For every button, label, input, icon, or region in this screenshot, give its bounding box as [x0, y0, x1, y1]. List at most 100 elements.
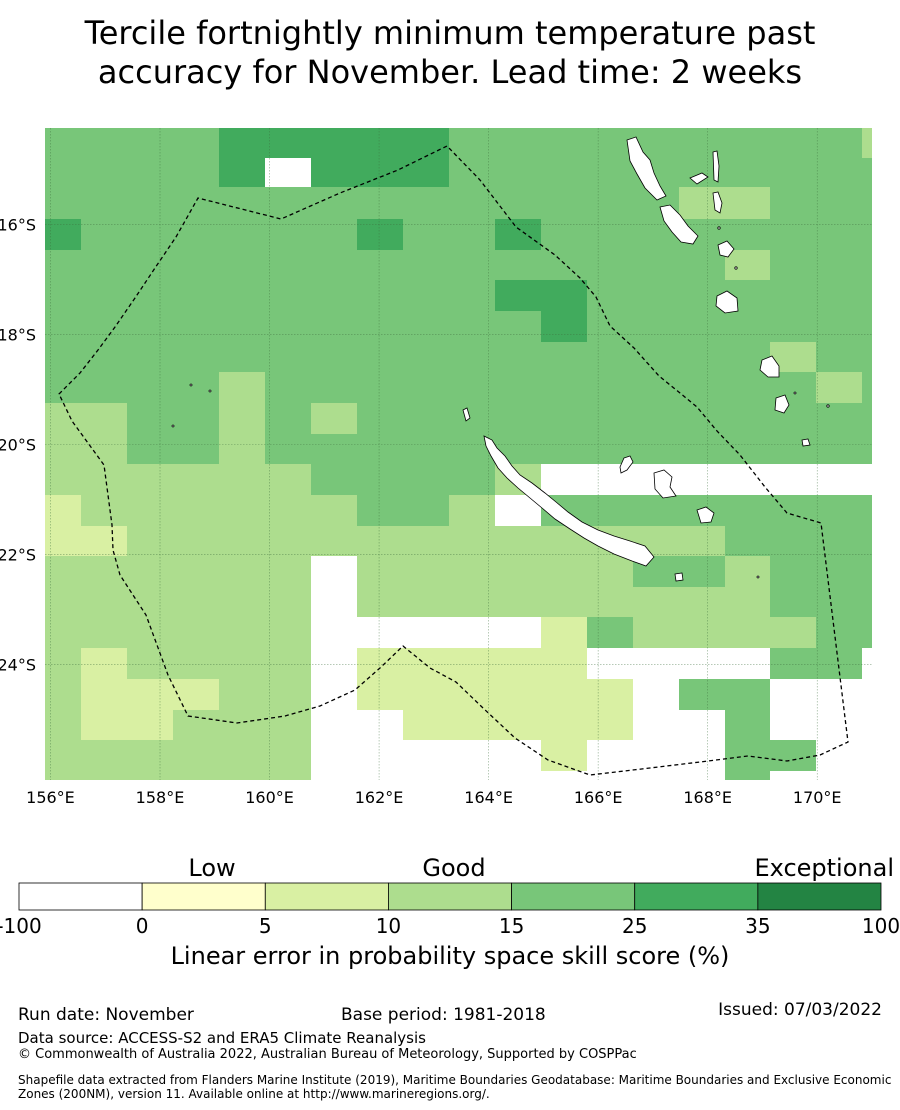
lat-tick-label: 24°S: [0, 655, 36, 674]
colorbar-label: Linear error in probability space skill …: [170, 942, 730, 970]
island-erromango: [715, 290, 739, 314]
copyright: © Commonwealth of Australia 2022, Austra…: [18, 1047, 637, 1062]
skill-cell: [679, 679, 770, 710]
island-lifou: [653, 469, 677, 499]
skill-cell: [45, 187, 449, 372]
islet-1: [189, 383, 193, 387]
lon-tick-label: 168°E: [683, 788, 732, 807]
island-aneityum: [774, 394, 790, 414]
lon-tick-label: 166°E: [574, 788, 623, 807]
skill-cell: [816, 617, 872, 648]
colorbar-box: [511, 882, 636, 911]
skill-cell: [127, 710, 173, 740]
skill-cell: [541, 311, 587, 342]
longitude-tick-labels: 156°E 158°E 160°E 162°E 164°E 166°E 168°E 170°E: [26, 788, 841, 807]
colorbar-tick-label: 25: [622, 914, 647, 938]
skill-cell: [219, 128, 265, 187]
skill-cell: [679, 187, 770, 219]
island-pines: [674, 572, 684, 582]
islet-7: [717, 226, 721, 230]
category-low: Low: [188, 854, 236, 882]
colorbar-tick-label: -100: [0, 914, 42, 938]
skill-cell: [45, 372, 219, 403]
skill-cell: [495, 280, 587, 311]
new-caledonia-coast: [483, 435, 655, 567]
lat-tick-label: 16°S: [0, 215, 36, 234]
island-mare: [696, 506, 715, 524]
colorbar-box: [757, 882, 882, 911]
island-hunter: [801, 438, 811, 447]
island-ouvea: [619, 455, 634, 474]
eez-boundary: [58, 145, 849, 776]
colorbar-box: [264, 882, 389, 911]
map-title: Tercile fortnightly minimum temperature …: [0, 14, 900, 92]
skill-cell: [81, 526, 127, 556]
skill-cell: [357, 679, 633, 710]
skill-cell: [633, 617, 816, 648]
issued-date: Issued: 07/03/2022: [718, 1000, 882, 1020]
skill-score-map: 156°E 158°E 160°E 162°E 164°E 166°E 168°E 170°E…: [0, 128, 872, 807]
skill-cell: [862, 128, 872, 158]
skill-cell: [357, 219, 403, 250]
skill-cell: [311, 464, 495, 495]
skill-cell: [311, 495, 357, 526]
run-date: Run date: November: [18, 1005, 194, 1025]
islet-4: [826, 404, 830, 408]
colorbar-tick-labels: -100 0 5 10 15 25 35 100: [0, 914, 900, 938]
lon-tick-label: 162°E: [355, 788, 404, 807]
skill-cell: [265, 372, 872, 464]
island-espiritu-santo: [626, 136, 667, 201]
skill-cell: [357, 495, 449, 526]
skill-cell: [265, 128, 311, 158]
lat-tick-label: 18°S: [0, 325, 36, 344]
category-good: Good: [422, 854, 486, 882]
coastlines: [171, 136, 830, 582]
map-title-line-1: Tercile fortnightly minimum temperature …: [84, 14, 816, 52]
map-title-line-2: accuracy for November. Lead time: 2 week…: [97, 53, 803, 91]
lon-tick-label: 164°E: [464, 788, 513, 807]
island-malekula: [659, 204, 699, 245]
skill-cell: [541, 740, 587, 771]
skill-cell: [449, 495, 495, 526]
skill-cell: [725, 250, 770, 280]
skill-cell: [311, 526, 725, 556]
skill-cell: [45, 128, 219, 187]
graticule: [45, 128, 872, 780]
island-pentecost: [712, 191, 723, 214]
islet-6: [756, 575, 760, 579]
shapefile-credit: Shapefile data extracted from Flanders M…: [18, 1073, 892, 1101]
island-efate: [717, 240, 735, 258]
skill-grid-cells: [45, 128, 872, 780]
skill-cell: [81, 648, 127, 740]
data-source: Data source: ACCESS-S2 and ERA5 Climate …: [18, 1029, 426, 1047]
colorbar-box: [388, 882, 512, 911]
colorbar-boxes: [18, 882, 882, 911]
skill-cell: [770, 648, 862, 679]
colorbar-box: [634, 882, 759, 911]
colorbar-tick-label: 10: [376, 914, 401, 938]
base-period: Base period: 1981-2018: [341, 1005, 546, 1025]
island-ambae: [689, 172, 709, 185]
skill-cell: [219, 372, 265, 464]
islet-5: [793, 391, 797, 395]
lon-tick-label: 160°E: [245, 788, 294, 807]
skill-cell: [403, 710, 633, 740]
lon-tick-label: 158°E: [136, 788, 185, 807]
colorbar-tick-label: 100: [862, 914, 900, 938]
island-entrecasteaux: [462, 407, 471, 422]
skill-cell: [311, 128, 449, 187]
skill-cell: [265, 464, 311, 495]
category-exceptional: Exceptional: [754, 854, 895, 882]
skill-cell: [357, 648, 587, 679]
island-maewo: [712, 150, 720, 183]
colorbar-tick-label: 15: [499, 914, 524, 938]
islet-3: [171, 424, 175, 428]
latitude-tick-labels: 16°S 18°S 20°S 22°S 24°S: [0, 215, 36, 674]
colorbar-tick-label: 35: [745, 914, 770, 938]
skill-cell: [587, 587, 770, 617]
colorbar-box: [18, 882, 143, 911]
lon-tick-label: 170°E: [793, 788, 842, 807]
eez-boundary-line: [58, 145, 849, 776]
lat-tick-label: 22°S: [0, 545, 36, 564]
skill-cell: [127, 403, 219, 464]
